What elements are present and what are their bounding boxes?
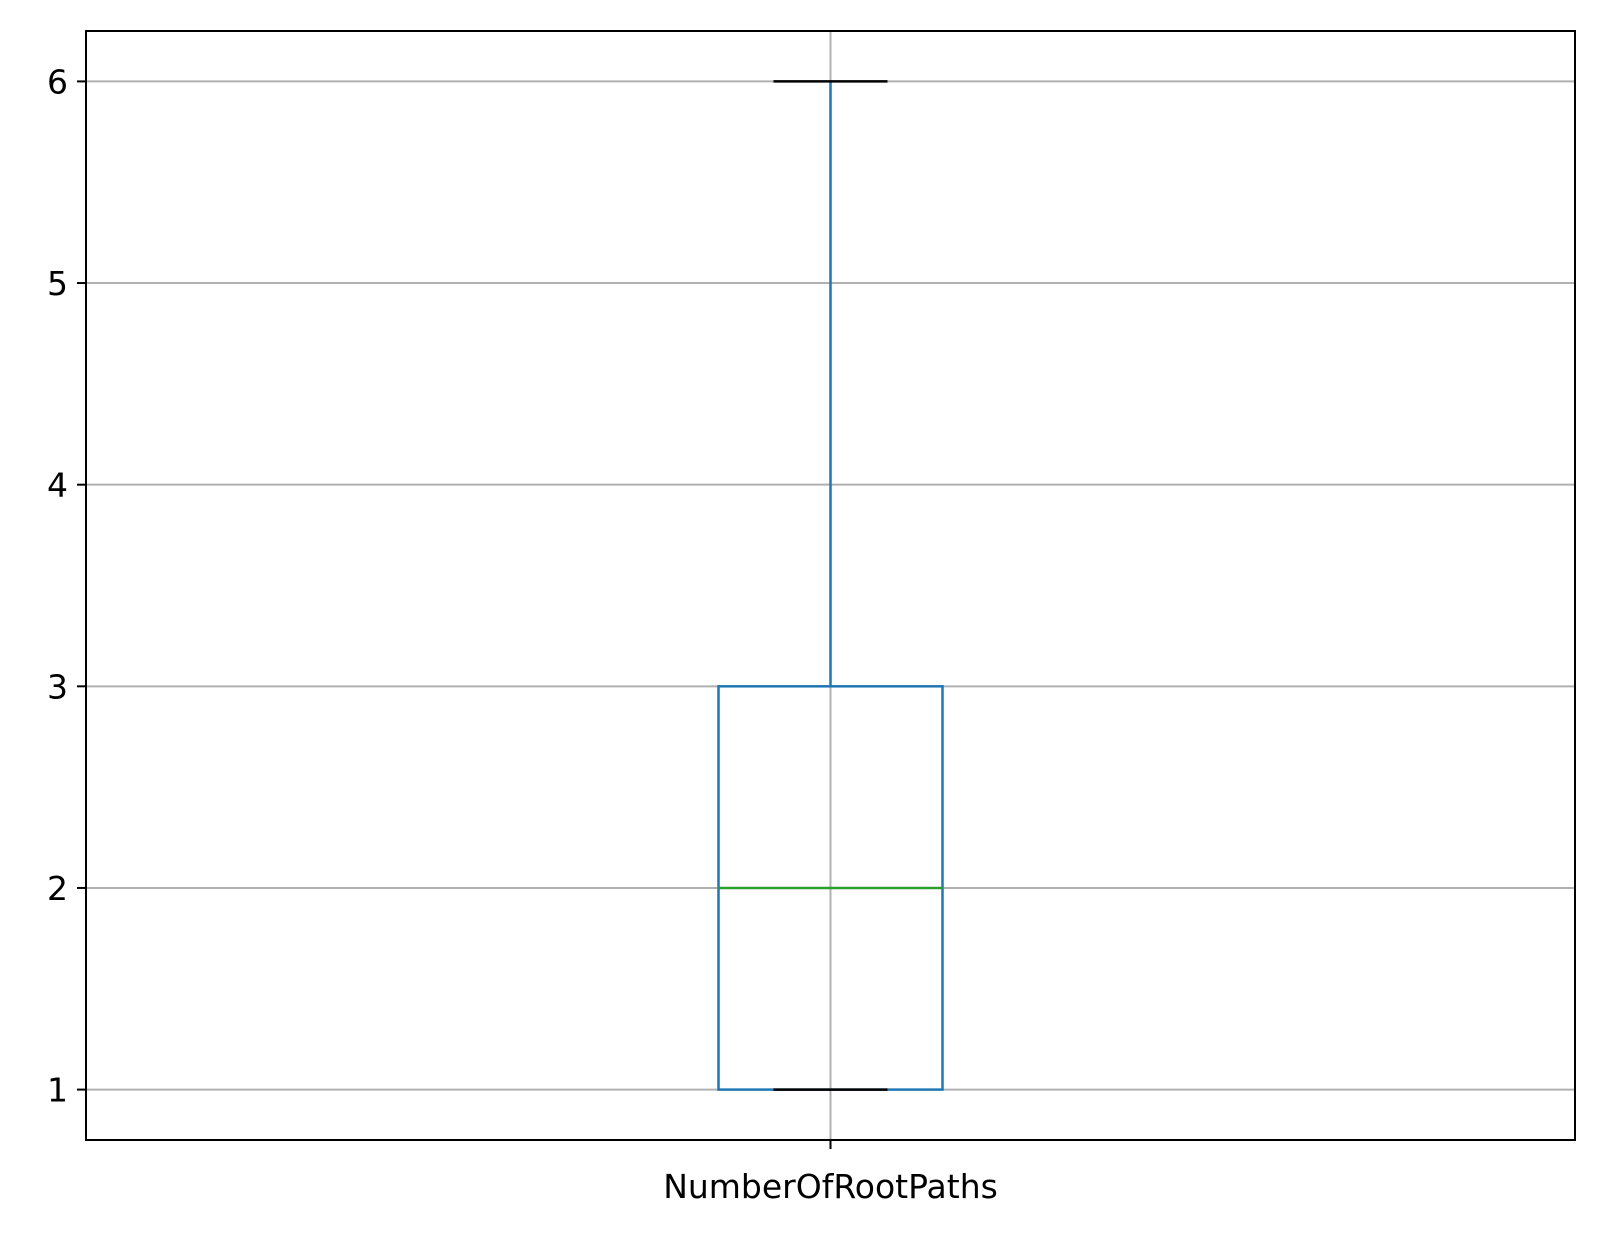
marks-layer: [717, 80, 944, 1091]
y-tick-label: 2: [47, 869, 68, 908]
axes-layer: 1 2 3 4 5 6 NumberOfRootPaths: [47, 30, 1576, 1206]
y-tick-label: 6: [47, 62, 68, 101]
x-tick-label: NumberOfRootPaths: [663, 1167, 998, 1206]
y-tick-label: 3: [47, 667, 68, 706]
plot-frame: [85, 30, 1576, 1141]
y-tick-label: 1: [47, 1071, 68, 1110]
y-tick-label: 4: [47, 466, 68, 505]
y-tick-label: 5: [47, 264, 68, 303]
